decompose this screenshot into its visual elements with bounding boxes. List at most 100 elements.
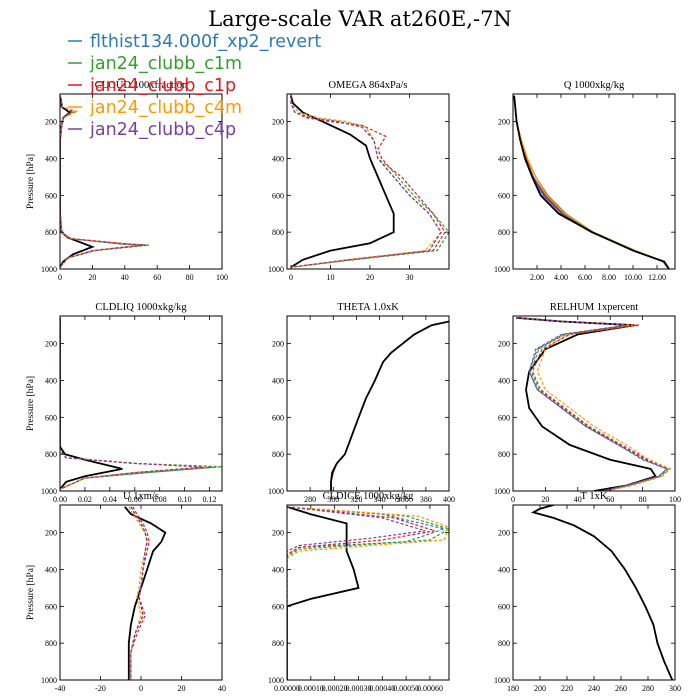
series-line-1	[531, 505, 673, 680]
series-line-5	[290, 95, 442, 268]
x-tick-label: 0.06	[128, 495, 142, 504]
y-tick-label: 800	[272, 639, 284, 648]
y-tick-label: 200	[498, 118, 510, 127]
y-tick-label: 800	[45, 228, 57, 237]
legend-label: jan24_clubb_c1p	[89, 76, 236, 96]
y-tick-label: 400	[272, 565, 284, 574]
y-tick-label: 1000	[41, 265, 57, 274]
series-line-4	[516, 317, 672, 491]
legend-label: jan24_clubb_c4m	[89, 98, 242, 118]
y-tick-label: 400	[272, 154, 284, 163]
x-tick-label: 0.00000	[274, 684, 300, 693]
series-line-6	[130, 506, 148, 680]
series-line-5	[516, 317, 672, 491]
x-tick-label: 240	[588, 684, 600, 693]
panel-5: 200 400 600 800 1000 280 300 320 340 360 380 400 THE…	[268, 302, 455, 504]
panel-title: CLDICE 1000xkg/kg	[323, 491, 414, 502]
y-tick-label: 800	[45, 450, 57, 459]
series-line-5	[128, 506, 148, 680]
panel-series	[516, 316, 672, 491]
x-tick-label: 8.00	[602, 273, 616, 282]
series-line-4	[287, 506, 435, 680]
x-tick-label: 40	[218, 684, 226, 693]
x-tick-label: 0.00030	[345, 684, 371, 693]
y-tick-label: 200	[272, 529, 284, 538]
series-line-5	[60, 317, 208, 490]
x-tick-label: 40	[574, 495, 582, 504]
series-line-2	[330, 320, 449, 491]
series-line-2	[287, 506, 447, 680]
panel-title: OMEGA 864xPa/s	[328, 80, 407, 91]
y-tick-label: 400	[498, 565, 510, 574]
legend: flthist134.000f_xp2_revert jan24_clubb_c1…	[68, 32, 321, 140]
x-tick-label: 20	[541, 495, 549, 504]
y-tick-label: 600	[498, 191, 510, 200]
series-line-6	[60, 317, 204, 490]
x-tick-label: 100	[669, 495, 681, 504]
panel-7: 200 400 600 800 1000-40 -20 0 20 40 U 1xm/s Pressu…	[26, 491, 226, 693]
y-tick-label: 400	[45, 154, 57, 163]
y-tick-label: 1000	[494, 676, 510, 685]
y-tick-label: 200	[498, 340, 510, 349]
y-tick-label: 600	[45, 191, 57, 200]
y-tick-label: 1000	[494, 265, 510, 274]
x-tick-label: 0.00060	[417, 684, 443, 693]
x-tick-label: 0.00	[53, 495, 67, 504]
x-tick-label: 0.00040	[369, 684, 395, 693]
y-tick-label: 200	[45, 118, 57, 127]
panel-series	[60, 317, 222, 490]
x-tick-label: 60	[153, 273, 161, 282]
panel-title: CLDLIQ 1000xkg/kg	[95, 302, 187, 313]
legend-entry: jan24_clubb_c1p	[68, 76, 236, 96]
series-line-2	[516, 317, 669, 491]
panel-series	[287, 505, 449, 680]
x-tick-label: 0	[139, 684, 143, 693]
series-line-3	[513, 95, 670, 269]
x-tick-label: 0.02	[78, 495, 92, 504]
x-tick-label: 80	[639, 495, 647, 504]
series-line-1	[516, 316, 658, 491]
panel-series	[330, 320, 449, 491]
axes-frame	[59, 315, 223, 492]
x-tick-label: 20	[178, 684, 186, 693]
axes-frame	[59, 93, 223, 270]
x-tick-label: 4.00	[554, 273, 568, 282]
x-tick-label: 380	[420, 495, 432, 504]
x-tick-label: 360	[397, 495, 409, 504]
panel-title: THETA 1.0xK	[337, 302, 399, 313]
series-line-3	[290, 95, 449, 268]
x-tick-label: 260	[615, 684, 627, 693]
x-tick-label: 0.00010	[298, 684, 324, 693]
x-tick-label: 320	[350, 495, 362, 504]
series-line-3	[287, 506, 449, 680]
series-line-2	[290, 95, 442, 268]
x-tick-label: 280	[642, 684, 654, 693]
axes-frame	[512, 504, 676, 681]
y-tick-label: 600	[498, 602, 510, 611]
axes-frame	[286, 93, 450, 270]
y-tick-label: 800	[498, 450, 510, 459]
y-tick-label: 200	[272, 118, 284, 127]
series-line-4	[290, 95, 446, 268]
figure-title: Large-scale VAR at260E,-7N	[208, 7, 512, 31]
x-tick-label: 180	[507, 684, 519, 693]
x-tick-label: 400	[443, 495, 455, 504]
y-tick-label: 400	[272, 376, 284, 385]
legend-entry: jan24_clubb_c4p	[68, 120, 236, 140]
legend-entry: flthist134.000f_xp2_revert	[68, 32, 321, 52]
x-tick-label: 2.00	[530, 273, 544, 282]
series-line-6	[516, 317, 669, 491]
x-tick-label: 30	[405, 273, 413, 282]
x-tick-label: 0.08	[153, 495, 167, 504]
x-tick-label: 6.00	[578, 273, 592, 282]
x-tick-label: 300	[669, 684, 681, 693]
series-line-6	[513, 95, 670, 269]
axes-frame	[512, 93, 676, 270]
x-tick-label: 0	[511, 495, 515, 504]
x-tick-label: 0.12	[203, 495, 217, 504]
y-tick-label: 800	[498, 228, 510, 237]
y-tick-label: 800	[272, 450, 284, 459]
y-tick-label: 800	[498, 639, 510, 648]
